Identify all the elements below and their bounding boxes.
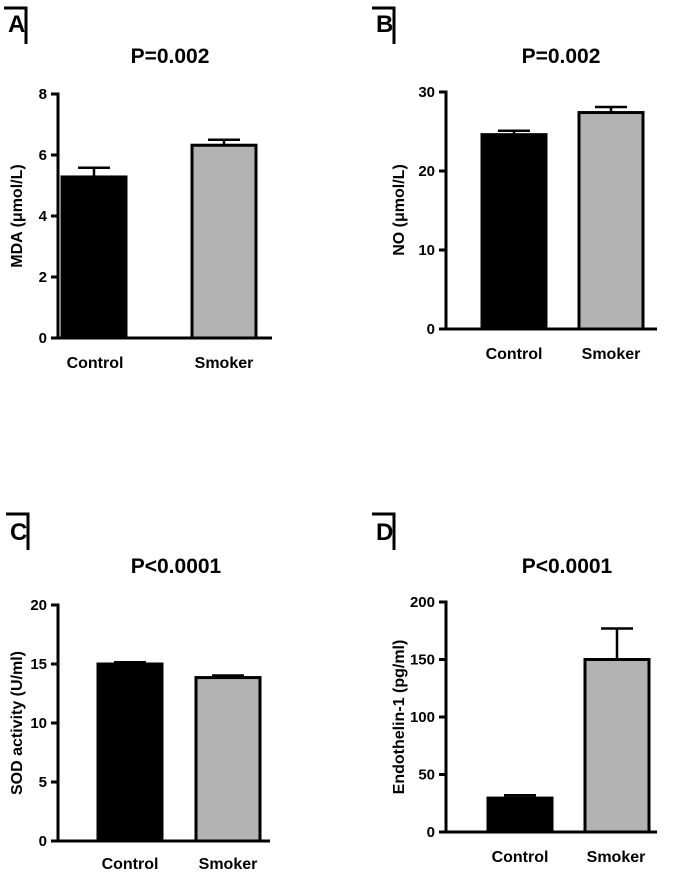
- y-tick-label-c: 10: [30, 715, 47, 732]
- bar-c-control: [96, 662, 164, 843]
- y-tick-label-a: 4: [39, 208, 48, 225]
- y-tick-label-b: 20: [418, 163, 435, 180]
- panel-c: C P<0.0001 SOD activity (U/ml) 0 5 10 15 20 Cont…: [6, 512, 270, 873]
- bar-b-control: [480, 133, 548, 331]
- panel-letter-d: D: [376, 519, 393, 546]
- bar-a-smoker: [190, 143, 258, 340]
- y-tick-label-c: 0: [39, 833, 47, 850]
- y-tick-label-d: 50: [418, 767, 435, 784]
- p-value-b: P=0.002: [522, 45, 601, 68]
- y-tick-label-c: 5: [39, 774, 47, 791]
- bar-d-control: [486, 796, 554, 834]
- panel-letter-c: C: [10, 519, 27, 546]
- p-value-c: P<0.0001: [131, 555, 222, 578]
- p-value-a: P=0.002: [131, 45, 210, 68]
- panel-letter-bracket-b: [372, 6, 396, 44]
- x-category-label-a-control: Control: [67, 355, 124, 372]
- panel-letter-a: A: [8, 11, 25, 38]
- y-tick-label-b: 30: [418, 84, 435, 101]
- y-tick-label-a: 2: [39, 269, 47, 286]
- bar-a-control: [60, 175, 128, 340]
- y-axis-label-b: NO (μmol/L): [391, 164, 408, 256]
- y-axis-label-d: Endothelin-1 (pg/ml): [391, 640, 408, 795]
- panel-letter-bracket-d: [372, 512, 396, 550]
- x-category-label-a-smoker: Smoker: [195, 355, 254, 372]
- bar-c-smoker: [194, 676, 262, 843]
- y-tick-label-b: 10: [418, 242, 435, 259]
- y-tick-label-a: 8: [39, 86, 47, 103]
- x-category-label-d-control: Control: [492, 849, 549, 866]
- y-tick-label-d: 100: [410, 709, 435, 726]
- bar-d-smoker: [583, 658, 651, 834]
- y-tick-label-a: 6: [39, 147, 47, 164]
- panel-d: D P<0.0001 Endothelin-1 (pg/ml) 0 50 100 150 20…: [372, 512, 657, 866]
- panel-a: A P=0.002 MDA (μmol/L) 0 2 4 6 8 Control Smoker: [4, 6, 272, 372]
- panel-b: B P=0.002 NO (μmol/L) 0 10 20 30 Control Smoker: [372, 6, 657, 363]
- x-category-label-c-control: Control: [102, 856, 159, 873]
- x-category-label-b-control: Control: [486, 346, 543, 363]
- y-tick-label-a: 0: [39, 330, 47, 347]
- panel-letter-bracket-c: [6, 512, 30, 550]
- bar-b-smoker: [577, 111, 645, 331]
- panel-letter-b: B: [376, 11, 393, 38]
- y-axis-label-a: MDA (μmol/L): [9, 164, 26, 267]
- y-tick-label-c: 15: [30, 656, 47, 673]
- panel-letter-bracket-a: [4, 6, 28, 44]
- y-tick-label-c: 20: [30, 597, 47, 614]
- y-tick-label-d: 150: [410, 652, 435, 669]
- x-category-label-d-smoker: Smoker: [587, 849, 646, 866]
- y-tick-label-d: 0: [427, 824, 435, 841]
- y-tick-label-b: 0: [427, 321, 435, 338]
- p-value-d: P<0.0001: [522, 555, 613, 578]
- x-category-label-c-smoker: Smoker: [199, 856, 258, 873]
- x-category-label-b-smoker: Smoker: [582, 346, 641, 363]
- y-tick-label-d: 200: [410, 594, 435, 611]
- y-axis-label-c: SOD activity (U/ml): [9, 651, 26, 795]
